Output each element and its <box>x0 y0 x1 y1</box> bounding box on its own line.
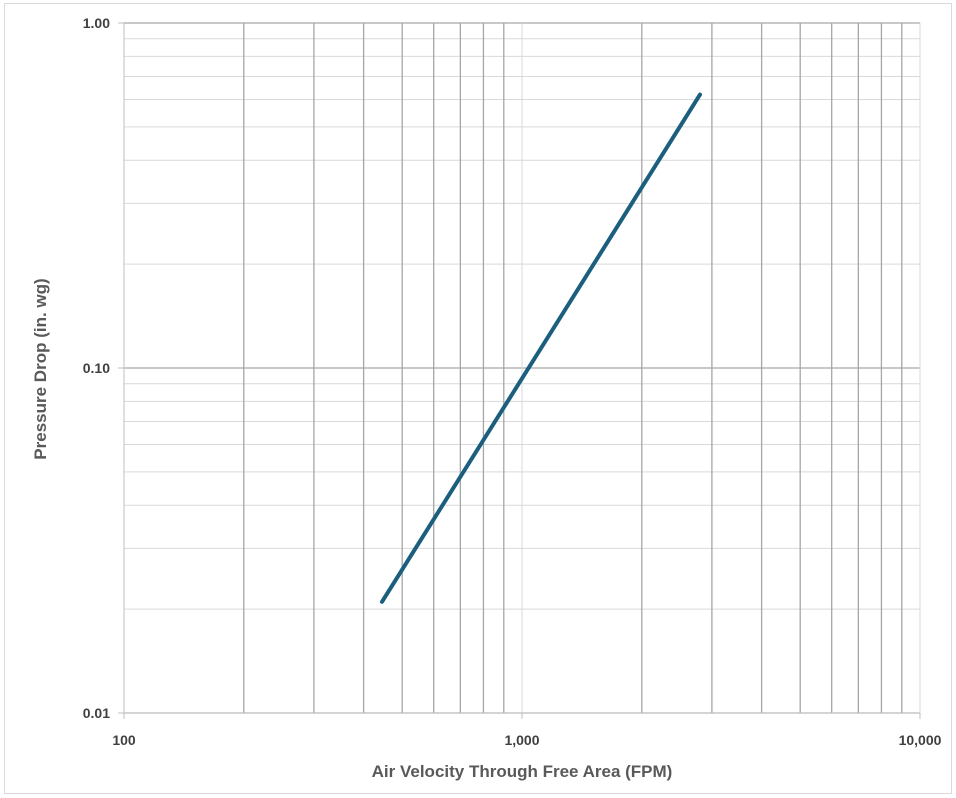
grid <box>118 22 921 719</box>
y-tick-label: 1.00 <box>83 15 110 31</box>
x-tick-label: 100 <box>112 732 136 748</box>
chart-frame <box>4 3 952 794</box>
x-tick-label: 10,000 <box>899 732 942 748</box>
x-axis-title: Air Velocity Through Free Area (FPM) <box>372 762 673 781</box>
y-tick-label: 0.01 <box>83 705 110 721</box>
y-axis-title: Pressure Drop (in. wg) <box>31 278 50 459</box>
x-tick-label: 1,000 <box>504 732 539 748</box>
y-tick-label: 0.10 <box>83 360 110 376</box>
series-group <box>380 92 702 604</box>
series-line <box>380 92 702 604</box>
